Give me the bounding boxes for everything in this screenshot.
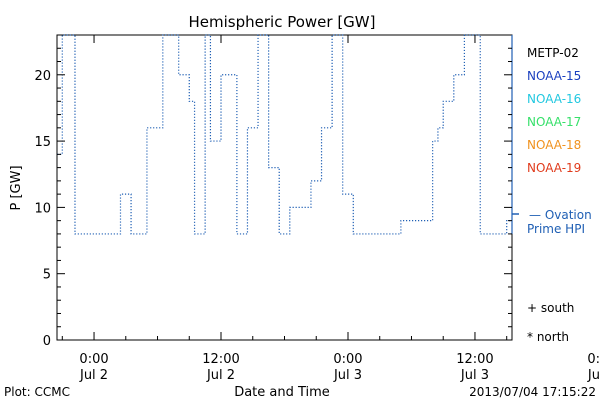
x-tick-date: Jul 2 <box>206 368 235 383</box>
x-tick-date: Jul 4 <box>587 368 600 383</box>
y-axis-label: P [GW] <box>9 165 24 210</box>
symbol-legend: + south * north <box>527 301 574 344</box>
x-tick-time: 0:00 <box>79 352 108 367</box>
ovation-series <box>57 34 513 235</box>
legend: METP-02 NOAA-15 NOAA-16 NOAA-17 NOAA-18 NOAA-… <box>527 46 581 175</box>
y-tick-label: 10 <box>34 201 51 216</box>
y-tick-label: 15 <box>34 135 51 150</box>
ovation-line <box>57 34 513 235</box>
x-tick-date: Jul 2 <box>79 368 108 383</box>
footer-left: Plot: CCMC <box>4 385 70 399</box>
x-tick-date: Jul 3 <box>460 368 489 383</box>
x-tick-date: Jul 3 <box>333 368 362 383</box>
legend-entry: NOAA-16 <box>527 92 581 106</box>
symbol-legend-entry: * north <box>527 330 569 344</box>
y-tick-label: 20 <box>34 69 51 84</box>
symbol-legend-entry: + south <box>527 301 574 315</box>
legend-entry: NOAA-18 <box>527 138 581 152</box>
chart-title: Hemispheric Power [GW] <box>189 13 376 31</box>
ovation-label-line2: Prime HPI <box>527 222 585 236</box>
y-tick-label: 5 <box>43 268 51 283</box>
legend-entry: NOAA-19 <box>527 161 581 175</box>
x-tick-time: 0:00 <box>587 352 600 367</box>
x-axis-label: Date and Time <box>234 385 330 400</box>
legend-entry: METP-02 <box>527 46 579 60</box>
plot-frame <box>56 34 513 341</box>
y-tick-label: 0 <box>43 334 51 349</box>
x-tick-time: 12:00 <box>456 352 493 367</box>
x-tick-time: 12:00 <box>202 352 239 367</box>
x-tick-time: 0:00 <box>333 352 362 367</box>
ovation-label: — Ovation <box>529 208 592 222</box>
legend-entry: NOAA-15 <box>527 69 581 83</box>
footer-right: 2013/07/04 17:15:22 <box>469 385 596 399</box>
legend-entry: NOAA-17 <box>527 115 581 129</box>
